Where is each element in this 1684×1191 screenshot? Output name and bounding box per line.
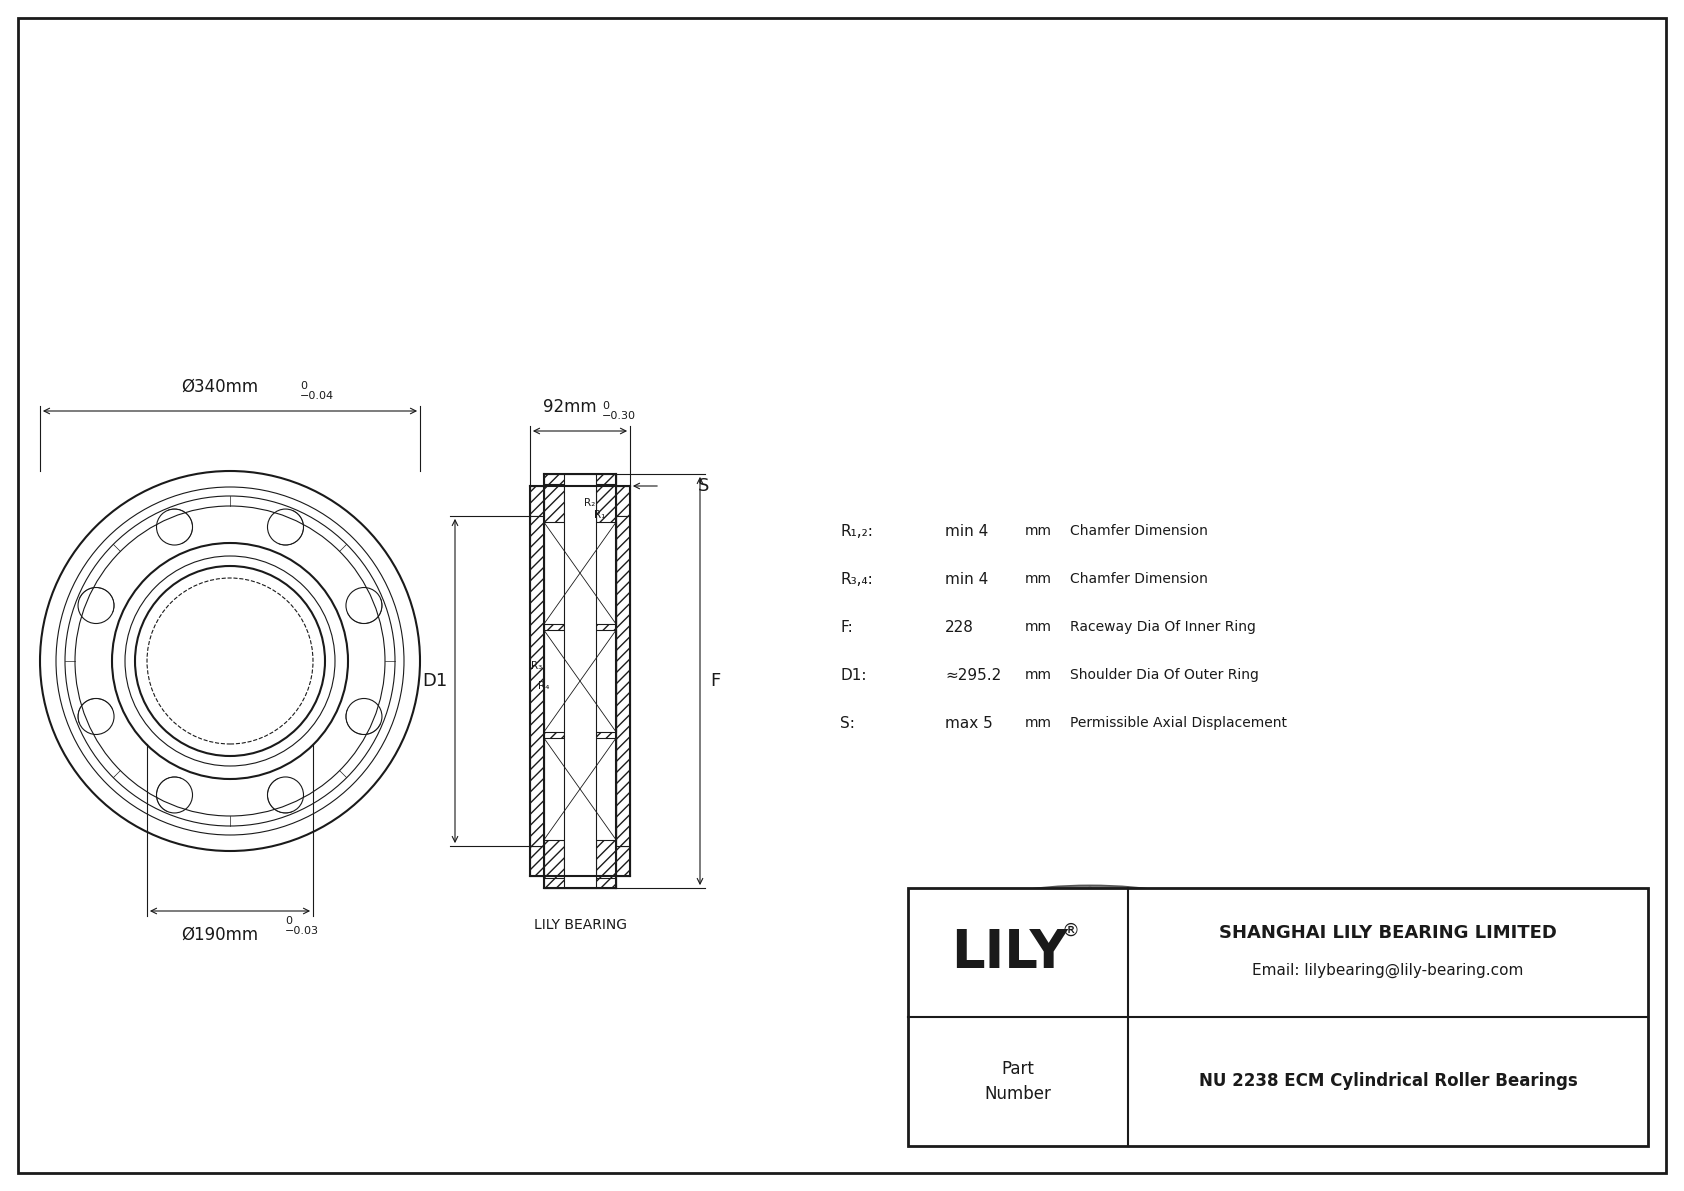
Text: R₁,₂:: R₁,₂: xyxy=(840,524,872,538)
Text: −0.30: −0.30 xyxy=(601,411,637,420)
Ellipse shape xyxy=(1130,912,1143,924)
Text: 228: 228 xyxy=(945,619,973,635)
Text: F:: F: xyxy=(840,619,852,635)
Bar xyxy=(544,630,616,731)
Text: Part
Number: Part Number xyxy=(985,1060,1051,1103)
Bar xyxy=(530,846,630,877)
Bar xyxy=(564,474,596,888)
Text: Shoulder Dia Of Outer Ring: Shoulder Dia Of Outer Ring xyxy=(1069,668,1260,682)
Ellipse shape xyxy=(1015,905,1032,912)
Bar xyxy=(530,516,544,846)
Text: Raceway Dia Of Inner Ring: Raceway Dia Of Inner Ring xyxy=(1069,621,1256,634)
Text: Email: lilybearing@lily-bearing.com: Email: lilybearing@lily-bearing.com xyxy=(1253,962,1524,978)
Text: mm: mm xyxy=(1026,572,1052,586)
Text: mm: mm xyxy=(1026,621,1052,634)
Text: R₁: R₁ xyxy=(594,510,605,520)
Text: R₃: R₃ xyxy=(530,661,542,671)
Text: R₄: R₄ xyxy=(537,681,549,691)
Text: NU 2238 ECM Cylindrical Roller Bearings: NU 2238 ECM Cylindrical Roller Bearings xyxy=(1199,1073,1578,1091)
Ellipse shape xyxy=(1037,912,1049,924)
Ellipse shape xyxy=(1037,892,1049,905)
Ellipse shape xyxy=(1086,886,1093,903)
Text: Permissible Axial Displacement: Permissible Axial Displacement xyxy=(1069,716,1287,730)
Text: mm: mm xyxy=(1026,716,1052,730)
Text: 0: 0 xyxy=(285,916,291,925)
Ellipse shape xyxy=(980,950,1201,997)
Bar xyxy=(544,738,616,840)
Bar xyxy=(544,878,616,888)
Bar xyxy=(544,474,564,888)
Text: Ø190mm: Ø190mm xyxy=(182,925,259,944)
Text: F: F xyxy=(711,672,721,690)
Ellipse shape xyxy=(1148,905,1164,912)
Text: mm: mm xyxy=(1026,524,1052,538)
Text: min 4: min 4 xyxy=(945,572,989,586)
Text: max 5: max 5 xyxy=(945,716,994,730)
Ellipse shape xyxy=(980,885,1201,931)
Text: S:: S: xyxy=(840,716,855,730)
Bar xyxy=(1056,909,1125,973)
Text: min 4: min 4 xyxy=(945,524,989,538)
Text: 0: 0 xyxy=(601,401,610,411)
Text: LILY: LILY xyxy=(951,927,1068,979)
Text: Ø340mm: Ø340mm xyxy=(182,378,259,395)
Text: −0.04: −0.04 xyxy=(300,391,333,401)
Text: Chamfer Dimension: Chamfer Dimension xyxy=(1069,524,1207,538)
Text: ®: ® xyxy=(1061,922,1079,940)
Text: R₂: R₂ xyxy=(584,498,594,509)
Text: D1:: D1: xyxy=(840,667,867,682)
Bar xyxy=(616,516,630,846)
Text: ≈295.2: ≈295.2 xyxy=(945,667,1002,682)
Ellipse shape xyxy=(1052,900,1128,917)
Text: D1: D1 xyxy=(421,672,446,690)
Polygon shape xyxy=(980,909,1058,973)
Text: −0.03: −0.03 xyxy=(285,925,318,936)
Text: S: S xyxy=(697,478,709,495)
Text: SHANGHAI LILY BEARING LIMITED: SHANGHAI LILY BEARING LIMITED xyxy=(1219,923,1558,942)
Text: R₃,₄:: R₃,₄: xyxy=(840,572,872,586)
Bar xyxy=(980,909,1201,973)
Bar xyxy=(908,888,1649,1146)
Text: mm: mm xyxy=(1026,668,1052,682)
Bar xyxy=(544,474,616,484)
Text: 92mm: 92mm xyxy=(544,398,596,416)
Ellipse shape xyxy=(1130,892,1143,905)
Text: LILY BEARING: LILY BEARING xyxy=(534,918,626,933)
Ellipse shape xyxy=(1086,915,1093,930)
Bar xyxy=(596,474,616,888)
Text: Chamfer Dimension: Chamfer Dimension xyxy=(1069,572,1207,586)
Polygon shape xyxy=(1122,909,1201,973)
Bar xyxy=(530,486,630,516)
Bar xyxy=(544,522,616,624)
Text: 0: 0 xyxy=(300,381,306,391)
